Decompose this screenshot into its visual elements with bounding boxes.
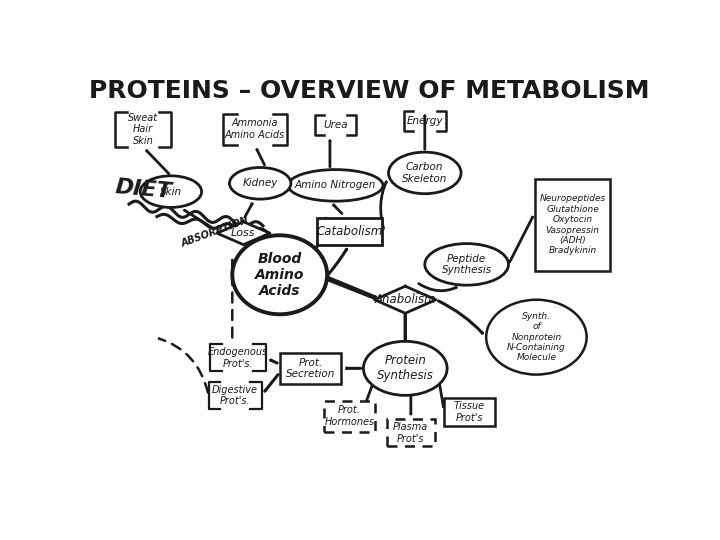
Text: PROTEINS – OVERVIEW OF METABOLISM: PROTEINS – OVERVIEW OF METABOLISM bbox=[89, 79, 649, 103]
Ellipse shape bbox=[233, 235, 327, 314]
Ellipse shape bbox=[230, 167, 291, 199]
Text: Energy: Energy bbox=[407, 116, 443, 126]
Text: Prot.
Secretion: Prot. Secretion bbox=[286, 357, 335, 379]
Bar bbox=[318, 218, 382, 245]
Bar bbox=[280, 353, 341, 384]
Text: Prot.
Hormones: Prot. Hormones bbox=[325, 406, 374, 427]
Text: Carbon
Skeleton: Carbon Skeleton bbox=[402, 162, 448, 184]
Text: Ammonia
Amino Acids: Ammonia Amino Acids bbox=[225, 118, 284, 140]
Bar bbox=[444, 399, 495, 426]
Text: Synth.
of
Nonprotein
N-Containing
Molecule: Synth. of Nonprotein N-Containing Molecu… bbox=[507, 312, 566, 362]
Text: Plasma
Prot's: Plasma Prot's bbox=[393, 422, 428, 443]
Bar bbox=[324, 401, 374, 432]
Ellipse shape bbox=[486, 300, 587, 375]
Text: Catabolism: Catabolism bbox=[316, 225, 382, 238]
Text: Endogenous
Prot's.: Endogenous Prot's. bbox=[208, 347, 268, 369]
Text: Tissue
Prot's: Tissue Prot's bbox=[454, 401, 485, 423]
Text: Urea: Urea bbox=[323, 120, 348, 130]
Ellipse shape bbox=[140, 176, 202, 207]
Text: ABSORPTION: ABSORPTION bbox=[180, 215, 251, 249]
Bar bbox=[387, 419, 435, 446]
Ellipse shape bbox=[425, 244, 508, 285]
Text: Digestive
Prot's.: Digestive Prot's. bbox=[212, 384, 258, 406]
Text: Peptide
Synthesis: Peptide Synthesis bbox=[441, 254, 492, 275]
Ellipse shape bbox=[364, 341, 447, 395]
Text: Anabolism: Anabolism bbox=[374, 293, 436, 306]
Ellipse shape bbox=[288, 170, 383, 201]
Text: Loss: Loss bbox=[231, 228, 256, 238]
Text: Amino Nitrogen: Amino Nitrogen bbox=[294, 180, 377, 191]
Text: Skin: Skin bbox=[160, 187, 182, 197]
Text: DIET: DIET bbox=[114, 177, 172, 202]
Polygon shape bbox=[217, 222, 270, 245]
Text: Protein
Synthesis: Protein Synthesis bbox=[377, 354, 433, 382]
Bar bbox=[535, 179, 611, 271]
Polygon shape bbox=[374, 286, 436, 313]
Text: Kidney: Kidney bbox=[243, 178, 278, 188]
Text: Neuropeptides
Glutathione
Oxytocin
Vasopressin
(ADH)
Bradykinin: Neuropeptides Glutathione Oxytocin Vasop… bbox=[539, 194, 606, 255]
Text: Sweat
Hair
Skin: Sweat Hair Skin bbox=[128, 113, 158, 146]
Ellipse shape bbox=[389, 152, 461, 194]
Text: Blood
Amino
Acids: Blood Amino Acids bbox=[255, 252, 305, 298]
